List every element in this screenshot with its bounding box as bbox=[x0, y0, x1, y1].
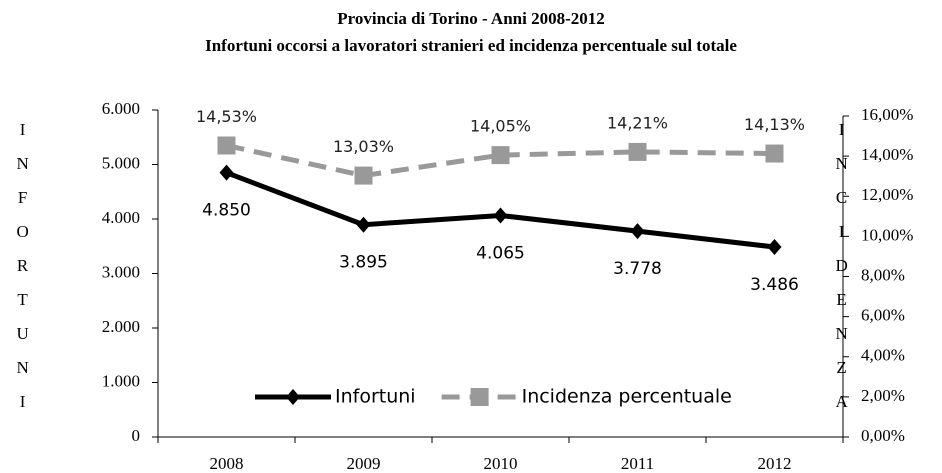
y-tick-label: 3.000 bbox=[102, 262, 140, 281]
data-label: 3.778 bbox=[613, 259, 662, 279]
legend-label: Infortuni bbox=[335, 386, 416, 408]
y2-tick-label: 6,00% bbox=[861, 306, 905, 325]
y2-axis-title: INCIDENZA bbox=[832, 120, 851, 426]
data-label: 3.895 bbox=[339, 253, 388, 273]
y2-tick-label: 8,00% bbox=[861, 265, 905, 284]
chart-title: Provincia di Torino - Anni 2008-2012 bbox=[337, 9, 604, 28]
x-tick-label: 2011 bbox=[621, 454, 654, 473]
point bbox=[493, 207, 508, 224]
data-label: 4.850 bbox=[202, 201, 251, 221]
point bbox=[630, 223, 645, 240]
y-tick-label: 4.000 bbox=[102, 208, 140, 227]
chart-subtitle: Infortuni occorsi a lavoratori stranieri… bbox=[205, 36, 737, 55]
x-tick-label: 2009 bbox=[347, 454, 381, 473]
series-line bbox=[225, 143, 775, 179]
x-tick-label: 2008 bbox=[210, 454, 244, 473]
y-tick-label: 6.000 bbox=[102, 99, 140, 118]
point bbox=[765, 144, 784, 163]
y2-tick-label: 16,00% bbox=[861, 105, 913, 124]
point bbox=[217, 136, 236, 155]
y2-tick-label: 10,00% bbox=[861, 225, 913, 244]
point bbox=[356, 216, 371, 233]
data-label: 13,03% bbox=[333, 137, 394, 156]
y-axis-title: INFORTUNI bbox=[13, 120, 32, 426]
data-label: 14,53% bbox=[196, 107, 257, 126]
data-label: 14,13% bbox=[744, 115, 805, 134]
data-label: 4.065 bbox=[476, 243, 525, 263]
point bbox=[767, 239, 782, 256]
y2-tick-label: 4,00% bbox=[861, 346, 905, 365]
legend-marker bbox=[286, 389, 300, 405]
point bbox=[219, 164, 234, 181]
x-tick-label: 2012 bbox=[758, 454, 792, 473]
point bbox=[491, 146, 510, 165]
y2-tick-label: 12,00% bbox=[861, 185, 913, 204]
y2-tick-label: 0,00% bbox=[861, 426, 905, 445]
y-tick-label: 1.000 bbox=[102, 371, 140, 390]
x-tick-label: 2010 bbox=[484, 454, 518, 473]
y2-tick-label: 2,00% bbox=[861, 386, 905, 405]
legend-label: Incidenza percentuale bbox=[522, 386, 732, 408]
y-tick-label: 0 bbox=[132, 426, 141, 445]
data-label: 14,21% bbox=[607, 113, 668, 132]
point bbox=[354, 166, 373, 185]
y-tick-label: 5.000 bbox=[102, 153, 140, 172]
data-label: 3.486 bbox=[750, 275, 799, 295]
data-label: 14,05% bbox=[470, 117, 531, 136]
y-tick-label: 2.000 bbox=[102, 317, 140, 336]
point bbox=[628, 142, 647, 161]
legend-marker bbox=[470, 388, 489, 406]
y2-tick-label: 14,00% bbox=[861, 145, 913, 164]
